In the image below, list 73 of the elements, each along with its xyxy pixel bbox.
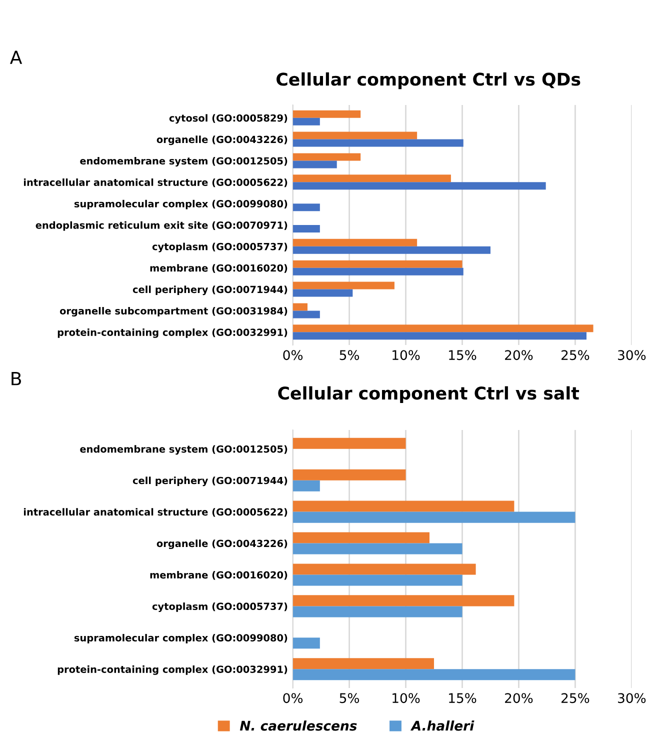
bar [292,332,586,340]
y-tick-label: cytoplasm (GO:0005737) [152,602,288,612]
bar [292,532,430,544]
bar [292,153,361,161]
y-tick-label: organelle subcompartment (GO:0031984) [60,307,288,317]
x-tick-label: 15% [449,693,476,704]
bar [292,595,514,606]
y-tick-label: protein-containing complex (GO:0032991) [58,328,288,338]
bar [292,182,546,190]
y-tick-label: membrane (GO:0016020) [150,264,288,273]
y-tick-label: endomembrane system (GO:0012505) [80,445,288,455]
y-tick-label: protein-containing complex (GO:0032991) [58,665,288,675]
x-tick-label: 30% [618,693,646,704]
y-tick-label: organelle (GO:0043226) [156,136,288,146]
bar [292,303,308,311]
bar [292,132,418,140]
y-tick-label: supramolecular complex (GO:0099080) [74,200,288,210]
bar [292,310,320,318]
x-tick-label: 0% [283,350,303,360]
x-tick-label: 5% [340,693,360,704]
y-tick-label: membrane (GO:0016020) [150,571,288,580]
bar [292,543,462,554]
bar [292,469,406,480]
y-tick-label: intracellular anatomical structure (GO:0005622) [24,178,288,188]
chart-title: Cellular component Ctrl vs salt [278,386,580,404]
y-tick-label: cell periphery (GO:0071944) [132,286,288,296]
y-tick-label: intracellular anatomical structure (GO:0005622) [24,508,288,517]
bar [292,282,394,290]
bar [292,669,576,680]
bar [292,564,476,575]
bar [292,225,320,232]
y-tick-label: supramolecular complex (GO:0099080) [74,634,288,644]
y-tick-label: cell periphery (GO:0071944) [132,476,288,486]
bar [292,289,353,297]
text: B [12,372,21,386]
text: A [10,50,22,64]
x-tick-label: 10% [392,350,420,360]
bar [292,480,320,492]
x-tick-label: 25% [562,350,590,360]
x-tick-label: 25% [562,693,590,704]
bar [292,324,594,332]
bar [292,246,490,254]
legend-label: N. caerulescens [240,720,357,731]
legend-label: A.halleri [410,720,474,731]
bar [292,574,462,586]
bar [292,204,320,212]
bar [292,174,451,182]
x-tick-label: 5% [340,350,360,360]
bar [292,638,320,649]
bar [292,500,514,512]
y-tick-label: cytosol (GO:0005829) [169,114,288,124]
x-tick-label: 15% [449,350,476,360]
bar [292,110,361,118]
y-tick-label: endoplasmic reticulum exit site (GO:0070971) [36,221,288,231]
x-tick-label: 0% [283,693,303,704]
bar [292,160,337,168]
y-tick-label: endomembrane system (GO:0012505) [80,157,288,167]
bar [292,658,434,670]
bar [292,238,418,246]
bar [292,268,464,276]
y-tick-label: organelle (GO:0043226) [156,540,288,550]
bar [292,118,320,126]
y-tick-label: cytoplasm (GO:0005737) [152,242,288,252]
x-tick-label: 20% [505,350,533,360]
bar [292,438,406,449]
bar [292,139,464,147]
bar [292,260,462,268]
x-tick-label: 20% [505,693,533,704]
x-tick-label: 30% [618,350,646,360]
bar [292,512,576,523]
chart-title: Cellular component Ctrl vs QDs [276,72,580,90]
bar [292,606,462,618]
x-tick-label: 10% [392,693,420,704]
